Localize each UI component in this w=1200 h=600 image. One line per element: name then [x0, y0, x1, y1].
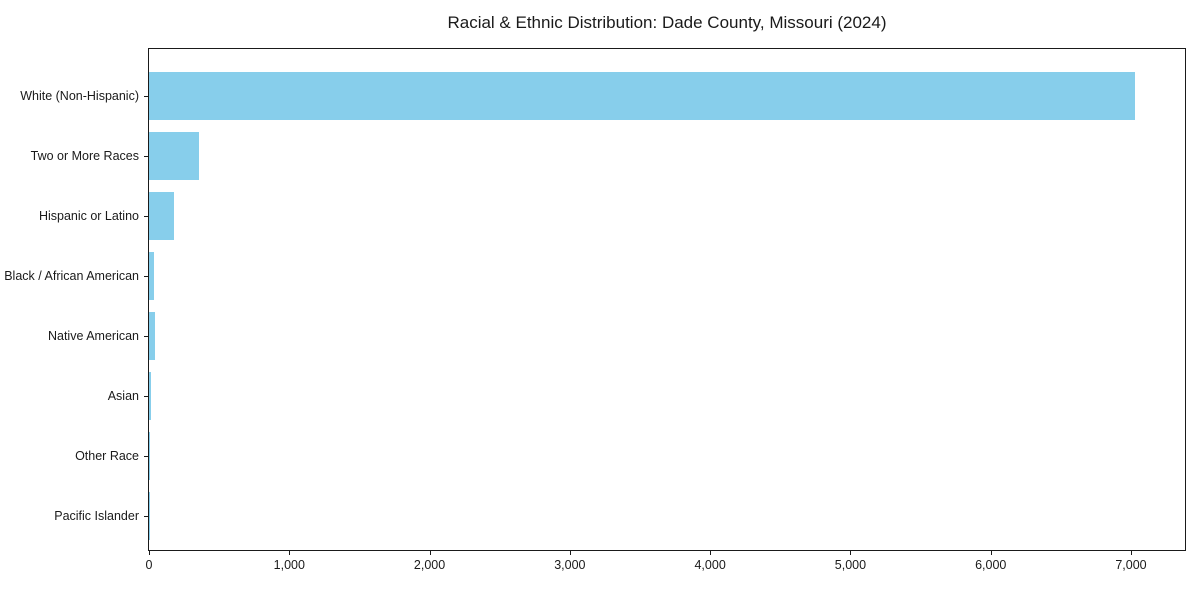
bar-row: Two or More Races — [31, 126, 1185, 186]
y-tick-mark — [144, 515, 149, 517]
bar-row: Hispanic or Latino — [39, 186, 1185, 246]
bar — [149, 312, 156, 360]
x-tick-mark — [850, 550, 852, 555]
category-label: Black / African American — [4, 269, 139, 283]
y-tick-mark — [144, 335, 149, 337]
category-label: Pacific Islander — [54, 509, 139, 523]
y-tick-mark — [144, 95, 149, 97]
x-tick-label: 0 — [145, 558, 153, 572]
x-tick-label: 4,000 — [694, 558, 726, 572]
bar — [149, 432, 150, 480]
bar-row: Other Race — [75, 426, 1185, 486]
category-label: Other Race — [75, 449, 139, 463]
bar-row: Native American — [48, 306, 1185, 366]
x-tick-mark — [569, 550, 571, 555]
bar-row: Asian — [108, 366, 1185, 426]
y-tick-mark — [144, 275, 149, 277]
category-label: Two or More Races — [30, 149, 139, 163]
x-tick-mark — [710, 550, 712, 555]
x-tick-mark — [429, 550, 431, 555]
x-tick-mark — [1130, 550, 1132, 555]
bar-row: White (Non-Hispanic) — [20, 66, 1185, 126]
category-label: White (Non-Hispanic) — [20, 89, 139, 103]
y-tick-mark — [144, 455, 149, 457]
bar — [149, 192, 174, 240]
chart-title: Racial & Ethnic Distribution: Dade Count… — [447, 13, 887, 32]
bar — [149, 252, 155, 300]
x-tick-mark — [149, 550, 150, 555]
category-label: Native American — [47, 329, 139, 343]
x-tick-label: 1,000 — [273, 558, 305, 572]
bar-row: Black / African American — [4, 246, 1185, 306]
bar — [149, 372, 151, 420]
x-tick-mark — [990, 550, 992, 555]
x-tick-mark — [289, 550, 291, 555]
x-tick-label: 6,000 — [975, 558, 1007, 572]
y-tick-mark — [144, 155, 149, 157]
category-label: Asian — [107, 389, 139, 403]
x-tick-label: 3,000 — [554, 558, 586, 572]
bar-row: Pacific Islander — [54, 486, 1185, 546]
bar — [149, 132, 199, 180]
x-tick-label: 2,000 — [413, 558, 446, 572]
y-tick-mark — [144, 215, 149, 217]
x-tick-label: 7,000 — [1115, 558, 1147, 572]
plot-area: White (Non-Hispanic) Two or More Races His… — [4, 48, 1186, 572]
y-tick-mark — [144, 395, 149, 397]
x-tick-label: 5,000 — [834, 558, 867, 572]
bar — [149, 72, 1136, 120]
category-label: Hispanic or Latino — [38, 209, 139, 223]
